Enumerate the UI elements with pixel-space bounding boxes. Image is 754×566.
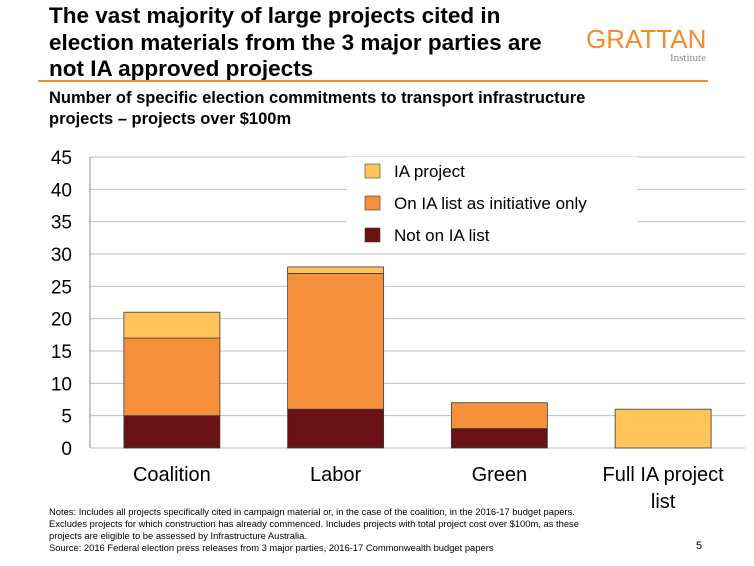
bar-segment: [450, 428, 548, 449]
legend-label: Not on IA list: [394, 226, 490, 245]
notes-line-1: Notes: Includes all projects specificall…: [49, 506, 575, 517]
y-tick-label: 30: [51, 245, 72, 266]
bar-segment: [287, 272, 385, 410]
source-line: Source: 2016 Federal election press rele…: [49, 542, 494, 553]
chart-subtitle-line-2: projects – projects over $100m: [49, 110, 292, 128]
x-category-label: Green: [472, 464, 528, 486]
bar-segment: [614, 408, 712, 449]
legend-swatch: [364, 227, 381, 243]
bar-segment: [450, 402, 548, 430]
y-tick-label: 40: [51, 180, 72, 201]
y-tick-label: 15: [51, 342, 72, 363]
slide-title: The vast majority of large projects cite…: [49, 3, 589, 83]
notes-line-3: projects are eligible to be assessed by …: [49, 530, 307, 541]
bar-segment: [287, 408, 385, 449]
x-category-label: Labor: [310, 464, 361, 486]
y-tick-label: 20: [51, 310, 72, 331]
legend-swatch: [364, 163, 381, 179]
slide-title-line-3: not IA approved projects: [49, 56, 314, 81]
logo-wordmark: GRATTAN: [586, 24, 707, 54]
legend-background: [347, 157, 637, 251]
page-number: 5: [696, 540, 703, 552]
y-tick-label: 5: [61, 407, 72, 428]
notes-block: Notes: Includes all projects specificall…: [49, 506, 649, 554]
grattan-logo: GRATTAN Institute: [586, 25, 710, 65]
bar-segment: [123, 337, 221, 417]
x-category-label: Coalition: [133, 464, 211, 486]
bar-segment: [123, 415, 221, 449]
chart-subtitle: Number of specific election commitments …: [49, 88, 689, 130]
chart-subtitle-line-1: Number of specific election commitments …: [49, 89, 586, 107]
notes-line-2: Excludes projects for which construction…: [49, 518, 579, 529]
legend-label: IA project: [394, 162, 465, 181]
y-tick-label: 35: [51, 213, 72, 234]
x-category-label: Full IA project list: [603, 464, 725, 513]
bar-segment: [287, 266, 385, 274]
logo-subtext: Institute: [669, 52, 706, 64]
bar-segment: [123, 311, 221, 339]
y-tick-label: 0: [61, 439, 72, 460]
legend-swatch: [364, 195, 381, 211]
slide-title-line-1: The vast majority of large projects cite…: [49, 3, 501, 28]
y-tick-label: 45: [51, 148, 72, 169]
slide-title-line-2: election materials from the 3 major part…: [49, 29, 542, 55]
y-tick-label: 10: [51, 374, 72, 395]
y-tick-label: 25: [51, 277, 72, 298]
title-rule: [38, 80, 708, 82]
legend-label: On IA list as initiative only: [394, 194, 587, 213]
